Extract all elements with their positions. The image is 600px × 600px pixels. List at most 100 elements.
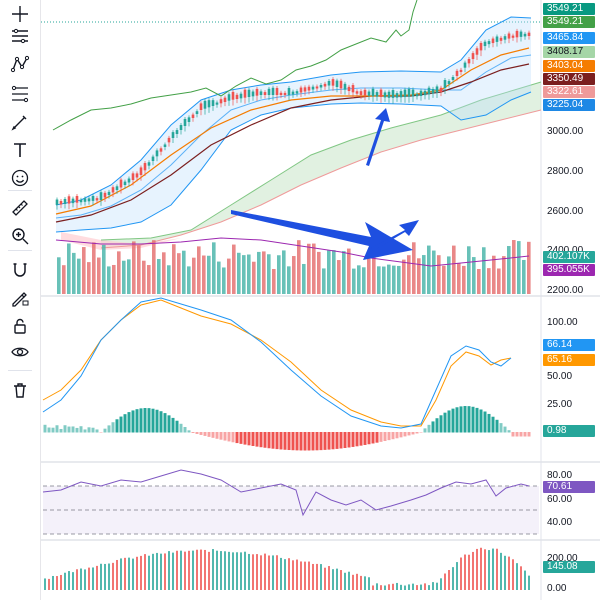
padlock-icon[interactable] — [6, 312, 34, 340]
osc-bar — [420, 584, 422, 590]
volume-bar — [312, 243, 316, 294]
volume-bar — [227, 258, 231, 294]
eye-icon[interactable] — [6, 338, 34, 366]
macd-bar — [319, 432, 323, 451]
osc-bar — [244, 551, 246, 590]
trend-arrow-up[interactable] — [366, 108, 390, 166]
candle-body — [183, 118, 187, 126]
volume-bar — [167, 265, 171, 294]
osc-bar — [416, 585, 418, 590]
candle-body — [179, 125, 183, 130]
candle-body — [411, 89, 415, 97]
osc-bar — [144, 554, 146, 590]
candle-body — [467, 59, 471, 64]
chart-canvas[interactable] — [41, 0, 600, 600]
text-icon[interactable] — [6, 136, 34, 164]
macd-bar — [483, 411, 487, 433]
candle-body — [91, 195, 95, 201]
candle-body — [195, 111, 199, 114]
candle-body — [379, 89, 383, 97]
magnet-icon[interactable] — [6, 256, 34, 284]
osc-bar — [256, 554, 258, 590]
candle-body — [171, 132, 175, 138]
fib-retracement-icon[interactable] — [6, 80, 34, 108]
chart-area[interactable]: 3000.00 2800.00 2600.00 2400.00 2200.00 … — [41, 0, 600, 600]
ma-mid — [55, 47, 530, 215]
toolbar-divider — [8, 190, 32, 191]
candle-body — [343, 83, 347, 90]
candle-body — [527, 32, 531, 36]
candle-body — [395, 93, 399, 98]
crosshair-icon[interactable] — [6, 0, 34, 28]
trend-arrow-large[interactable] — [231, 210, 413, 260]
volume-bar — [287, 266, 291, 294]
horizontal-lines-icon[interactable] — [6, 22, 34, 50]
candlestick-series — [55, 28, 531, 210]
candle-body — [67, 196, 71, 204]
lock-drawings-icon[interactable] — [6, 284, 34, 312]
candle-body — [235, 94, 239, 99]
volume-bar — [387, 264, 391, 294]
macd-bar — [463, 406, 467, 433]
candle-body — [419, 90, 423, 96]
macd-bar — [43, 424, 47, 433]
volume-bar — [437, 255, 441, 294]
trend-arrow-small[interactable] — [371, 220, 419, 251]
osc-bar — [48, 578, 50, 590]
trash-icon[interactable] — [6, 376, 34, 404]
candle-body — [327, 81, 331, 86]
brush-icon[interactable] — [6, 108, 34, 136]
candle-body — [299, 87, 303, 93]
candle-body — [207, 100, 211, 108]
osc-bar — [44, 578, 46, 590]
osc-bar — [120, 558, 122, 590]
osc-bar — [320, 564, 322, 590]
macd-bar — [127, 412, 131, 433]
candle-body — [259, 91, 263, 95]
macd-histogram — [43, 406, 531, 451]
volume-bar — [272, 268, 276, 294]
pattern-icon[interactable] — [6, 50, 34, 78]
candle-body — [103, 192, 107, 198]
macd-bar — [267, 432, 271, 449]
ruler-icon[interactable] — [6, 194, 34, 222]
osc-bar — [464, 554, 466, 590]
emoji-icon[interactable] — [6, 164, 34, 192]
candle-body — [55, 199, 59, 205]
toolbar-divider — [8, 250, 32, 251]
osc-bar — [220, 551, 222, 590]
osc-bar — [228, 551, 230, 590]
macd-bar — [447, 410, 451, 433]
volume-bar — [277, 255, 281, 294]
osc-bar — [300, 561, 302, 590]
macd-bar — [123, 414, 127, 433]
macd-bar — [307, 432, 311, 451]
candle-body — [267, 88, 271, 95]
osc-bar — [92, 567, 94, 590]
macd-bar — [239, 432, 243, 444]
osc-bar — [512, 559, 514, 590]
macd-bar — [427, 424, 431, 433]
macd-bar — [495, 419, 499, 433]
macd-bar — [459, 406, 463, 433]
macd-bar — [435, 418, 439, 433]
macd-bar — [287, 432, 291, 451]
candle-body — [167, 137, 171, 143]
macd-bar — [279, 432, 283, 450]
candle-body — [291, 91, 295, 95]
macd-bar — [291, 432, 295, 451]
macd-bar — [283, 432, 287, 450]
candle-body — [435, 86, 439, 93]
macd-bar — [203, 432, 207, 436]
osc-bar — [80, 568, 82, 590]
osc-bar — [308, 561, 310, 590]
candle-body — [199, 103, 203, 110]
zoom-in-icon[interactable] — [6, 222, 34, 250]
volume-bar — [117, 251, 121, 294]
osc-bar — [116, 559, 118, 590]
volume-bar — [57, 257, 61, 294]
osc-bar — [328, 566, 330, 590]
osc-bar — [168, 551, 170, 590]
volume-bar — [322, 268, 326, 294]
osc-bar — [516, 563, 518, 590]
